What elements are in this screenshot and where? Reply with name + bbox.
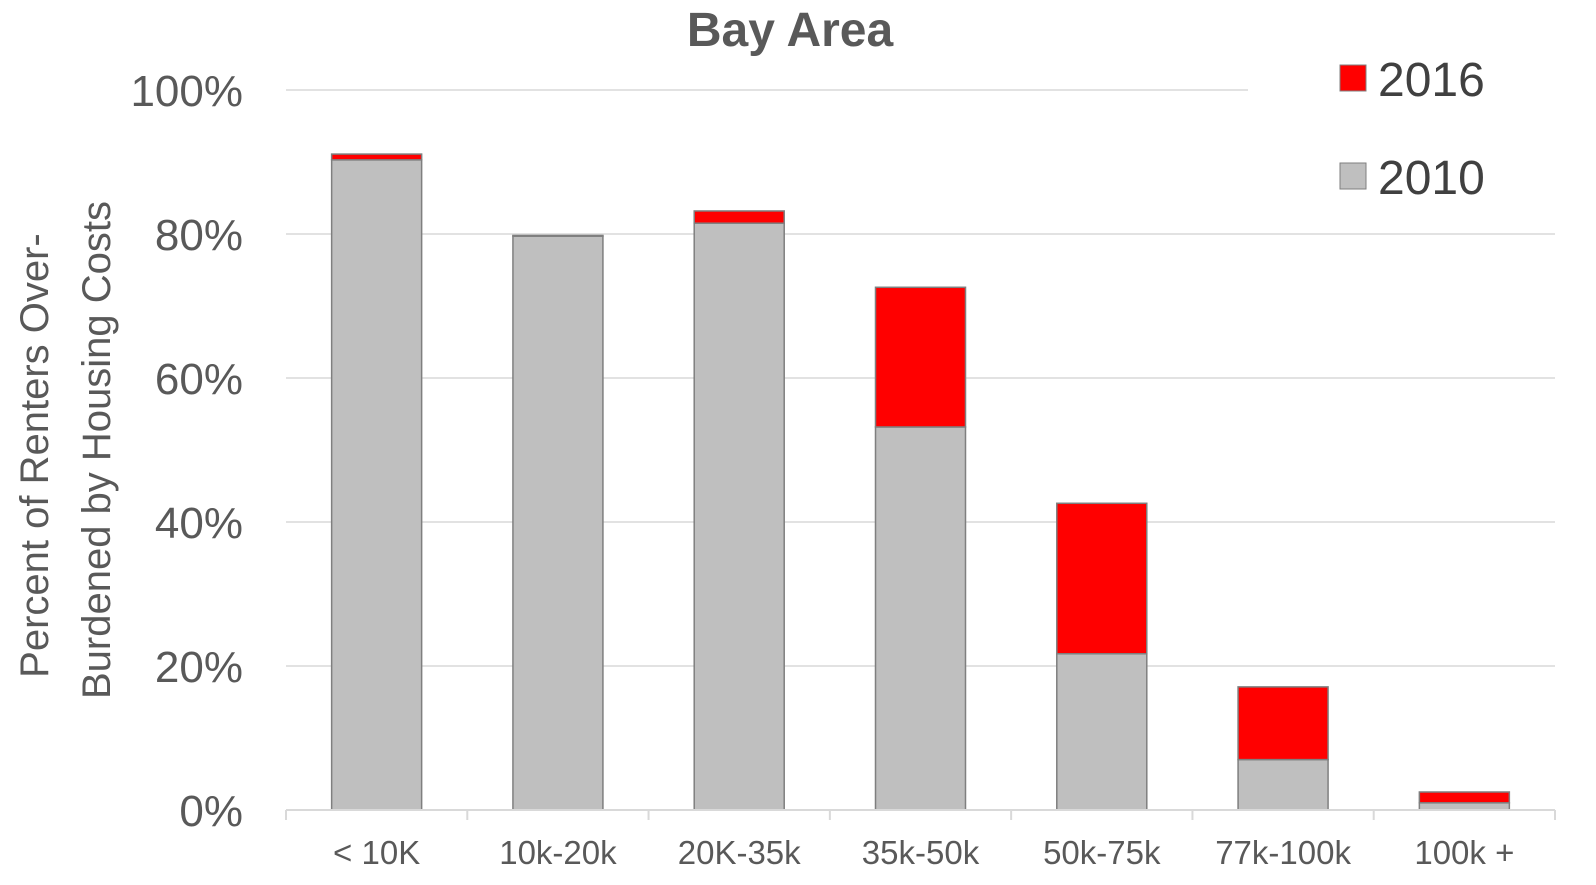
y-tick-label: 80% [155, 211, 243, 260]
bar-2010-1 [512, 235, 604, 811]
legend-label-2010: 2010 [1378, 152, 1485, 205]
y-tick-label: 60% [155, 355, 243, 404]
y-axis-label-line-2: Burdened by Housing Costs [75, 201, 119, 699]
bar-2010-2 [693, 222, 785, 811]
y-tick-label: 40% [155, 499, 243, 548]
bar-2010-0 [330, 159, 423, 811]
bar-2016-1 [512, 234, 604, 237]
y-axis-label: Percent of Renters Over- Burdened by Hou… [13, 201, 119, 699]
x-tick-label: 100k + [1414, 834, 1514, 871]
y-tick-label: 0% [179, 787, 243, 836]
bar-2016-6 [1418, 791, 1511, 804]
legend-label-2016: 2016 [1378, 54, 1485, 107]
bar-2016-0 [330, 153, 423, 161]
x-tick-label: 77k-100k [1215, 834, 1351, 871]
y-tick-label: 20% [155, 643, 243, 692]
x-tick-label: 50k-75k [1043, 834, 1161, 871]
legend-swatch-2016 [1339, 64, 1367, 92]
x-tick-label: < 10K [333, 834, 420, 871]
x-tick-label: 35k-50k [862, 834, 980, 871]
y-axis-ticks: 0% 20% 40% 60% 80% 100% [130, 67, 243, 836]
bar-2016-4 [1056, 502, 1148, 655]
bar-2016-3 [874, 286, 967, 428]
y-axis-label-line-1: Percent of Renters Over- [13, 233, 57, 678]
bar-2010-3 [874, 426, 967, 811]
legend: 2016 2010 [1339, 54, 1485, 205]
bar-2010-4 [1056, 653, 1148, 811]
bars [330, 153, 1511, 811]
x-tick-label: 20K-35k [678, 834, 801, 871]
bar-2010-5 [1237, 758, 1329, 811]
y-tick-label: 100% [130, 67, 243, 116]
bar-2016-2 [693, 210, 785, 224]
x-tick-label: 10k-20k [499, 834, 617, 871]
bar-2016-5 [1237, 686, 1329, 761]
bar-2010-6 [1418, 802, 1511, 811]
chart-title: Bay Area [687, 4, 894, 57]
legend-swatch-2010 [1339, 162, 1367, 190]
x-axis: < 10K 10k-20k 20K-35k 35k-50k 50k-75k 77k-100… [285, 809, 1556, 871]
